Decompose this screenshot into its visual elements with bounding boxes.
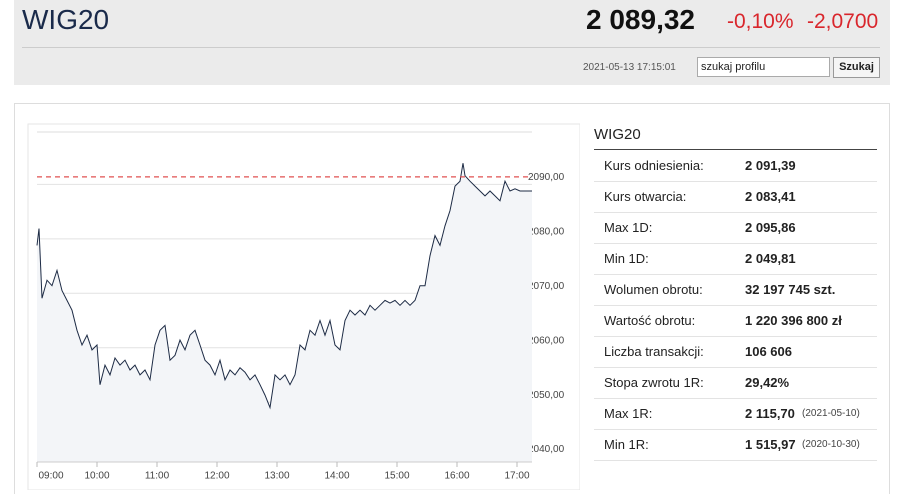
table-row: Liczba transakcji: 106 606 xyxy=(594,336,877,368)
y-tick-label: 2080,00 xyxy=(528,226,565,237)
timestamp: 2021-05-13 17:15:01 xyxy=(583,62,676,73)
y-tick-label: 2040,00 xyxy=(528,444,565,455)
table-row: Kurs otwarcia: 2 083,41 xyxy=(594,181,877,213)
search-button[interactable]: Szukaj xyxy=(833,57,880,78)
row-value: 2 083,41 xyxy=(745,189,796,204)
row-label: Wolumen obrotu: xyxy=(604,282,703,297)
chart-frame xyxy=(27,123,580,490)
row-label: Max 1R: xyxy=(604,406,653,421)
table-row: Min 1R: 1 515,97 (2020-10-30) xyxy=(594,429,877,461)
x-tick-label: 11:00 xyxy=(145,471,170,482)
row-value: 2 115,70 xyxy=(745,406,795,421)
row-date: (2021-05-10) xyxy=(802,408,860,419)
table-row: Kurs odniesienia: 2 091,39 xyxy=(594,150,877,182)
row-label: Stopa zwrotu 1R: xyxy=(604,375,704,390)
y-tick-label: 2090,00 xyxy=(528,172,565,183)
area xyxy=(37,163,532,462)
table-row: Min 1D: 2 049,81 xyxy=(594,243,877,275)
chart: 2040,00 2050,00 2060,00 2070,00 2080,00 2090,… xyxy=(27,123,580,490)
separator xyxy=(22,47,880,48)
y-tick-label: 2050,00 xyxy=(528,390,565,401)
header: WIG20 2 089,32 -0,10% -2,0700 2021-05-13… xyxy=(14,0,890,85)
row-label: Kurs otwarcia: xyxy=(604,189,687,204)
x-tick-label: 17:00 xyxy=(504,471,529,482)
row-value: 29,42% xyxy=(745,375,790,390)
table-row: Max 1R: 2 115,70 (2021-05-10) xyxy=(594,398,877,430)
row-date: (2020-10-30) xyxy=(802,439,860,450)
table-rule xyxy=(594,149,877,150)
row-label: Wartość obrotu: xyxy=(604,313,696,328)
index-title: WIG20 xyxy=(22,4,110,35)
row-value: 1 515,97 xyxy=(745,437,796,452)
change-pct: -0,10% xyxy=(727,10,794,33)
x-tick-label: 13:00 xyxy=(264,471,289,482)
table-row: Wolumen obrotu: 32 197 745 szt. xyxy=(594,274,877,306)
x-tick-label: 16:00 xyxy=(444,471,469,482)
row-value: 32 197 745 szt. xyxy=(745,282,836,297)
search-input[interactable]: szukaj profilu xyxy=(697,57,830,77)
table-row: Max 1D: 2 095,86 xyxy=(594,212,877,244)
price-line xyxy=(36,163,532,410)
row-label: Liczba transakcji: xyxy=(604,344,704,359)
row-label: Min 1D: xyxy=(604,251,649,266)
x-tick-label: 10:00 xyxy=(84,471,109,482)
price: 2 089,32 xyxy=(586,4,695,35)
x-tick-label: 09:00 xyxy=(38,471,63,482)
row-label: Min 1R: xyxy=(604,437,649,452)
x-tick-label: 12:00 xyxy=(204,471,229,482)
row-value: 2 049,81 xyxy=(745,251,796,266)
table-title: WIG20 xyxy=(594,126,641,143)
row-value: 2 095,86 xyxy=(745,220,796,235)
row-value: 1 220 396 800 zł xyxy=(745,313,842,328)
table-row: Wartość obrotu: 1 220 396 800 zł xyxy=(594,305,877,337)
y-tick-label: 2060,00 xyxy=(528,335,565,346)
y-tick-label: 2070,00 xyxy=(528,281,565,292)
row-value: 2 091,39 xyxy=(745,158,796,173)
x-tick-label: 14:00 xyxy=(324,471,349,482)
row-label: Max 1D: xyxy=(604,220,653,235)
x-tick-label: 15:00 xyxy=(384,471,409,482)
content-box xyxy=(14,103,890,494)
row-value: 106 606 xyxy=(745,344,792,359)
table-row: Stopa zwrotu 1R: 29,42% xyxy=(594,367,877,399)
row-label: Kurs odniesienia: xyxy=(604,158,704,173)
change: -2,0700 xyxy=(807,10,879,33)
